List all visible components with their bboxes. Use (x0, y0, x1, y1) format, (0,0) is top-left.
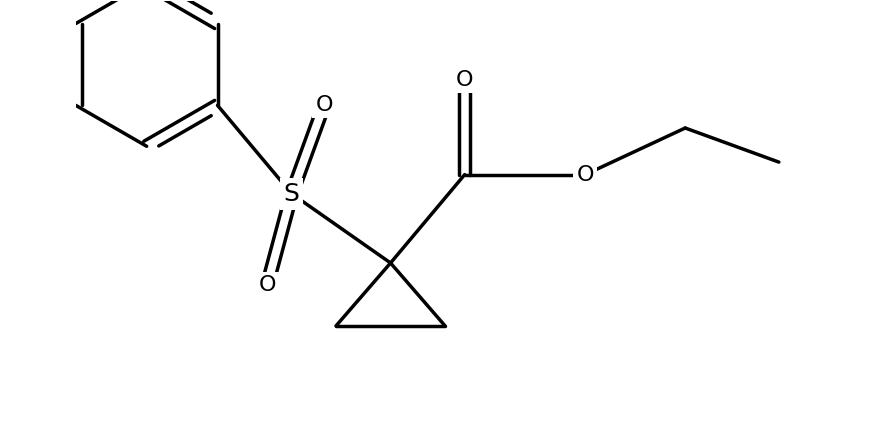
Text: O: O (259, 275, 276, 295)
Text: O: O (577, 164, 595, 185)
Text: O: O (315, 95, 333, 115)
Text: S: S (284, 182, 299, 206)
Text: O: O (456, 70, 473, 90)
